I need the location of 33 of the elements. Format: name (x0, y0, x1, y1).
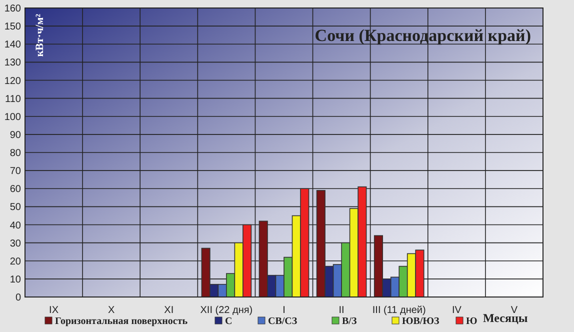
x-tick-label: IX (49, 305, 59, 316)
legend-label: В/З (342, 316, 357, 327)
x-tick-label: III (11 дней) (372, 305, 426, 316)
y-tick-label: 150 (4, 22, 22, 33)
y-tick-label: 90 (10, 130, 22, 141)
y-tick-label: 70 (10, 166, 22, 178)
legend-label: Горизонтальная поверхность (55, 316, 188, 327)
y-tick-label: 60 (10, 184, 22, 196)
x-tick-label: IV (452, 305, 462, 316)
y-tick-label: 0 (15, 292, 22, 304)
legend-label: СВ/СЗ (268, 316, 298, 327)
y-axis-title: кВт·ч/м² (34, 13, 46, 57)
y-tick-label: 160 (4, 4, 22, 14)
x-tick-label: I (282, 305, 286, 316)
x-tick-label: X (108, 305, 115, 316)
y-tick-label: 140 (4, 40, 22, 51)
y-tick-label: 80 (10, 148, 22, 159)
x-tick-label: XI (164, 305, 174, 316)
y-tick-label: 100 (4, 112, 22, 123)
x-tick-label: V (510, 305, 518, 316)
y-tick-label: 110 (5, 94, 22, 105)
y-tick-label: 10 (10, 274, 22, 286)
legend-label: С (225, 316, 232, 327)
x-tick-label: XII (22 дня) (200, 305, 253, 316)
y-tick-label: 40 (10, 220, 22, 232)
y-tick-label: 20 (10, 256, 22, 268)
legend-label: ЮВ/ЮЗ (402, 316, 440, 327)
y-tick-label: 30 (10, 238, 22, 250)
y-tick-label: 130 (4, 58, 22, 69)
x-tick-label: II (338, 305, 344, 316)
legend-label: Ю (466, 316, 478, 327)
y-tick-label: 50 (10, 202, 22, 214)
y-tick-label: 120 (4, 76, 22, 87)
